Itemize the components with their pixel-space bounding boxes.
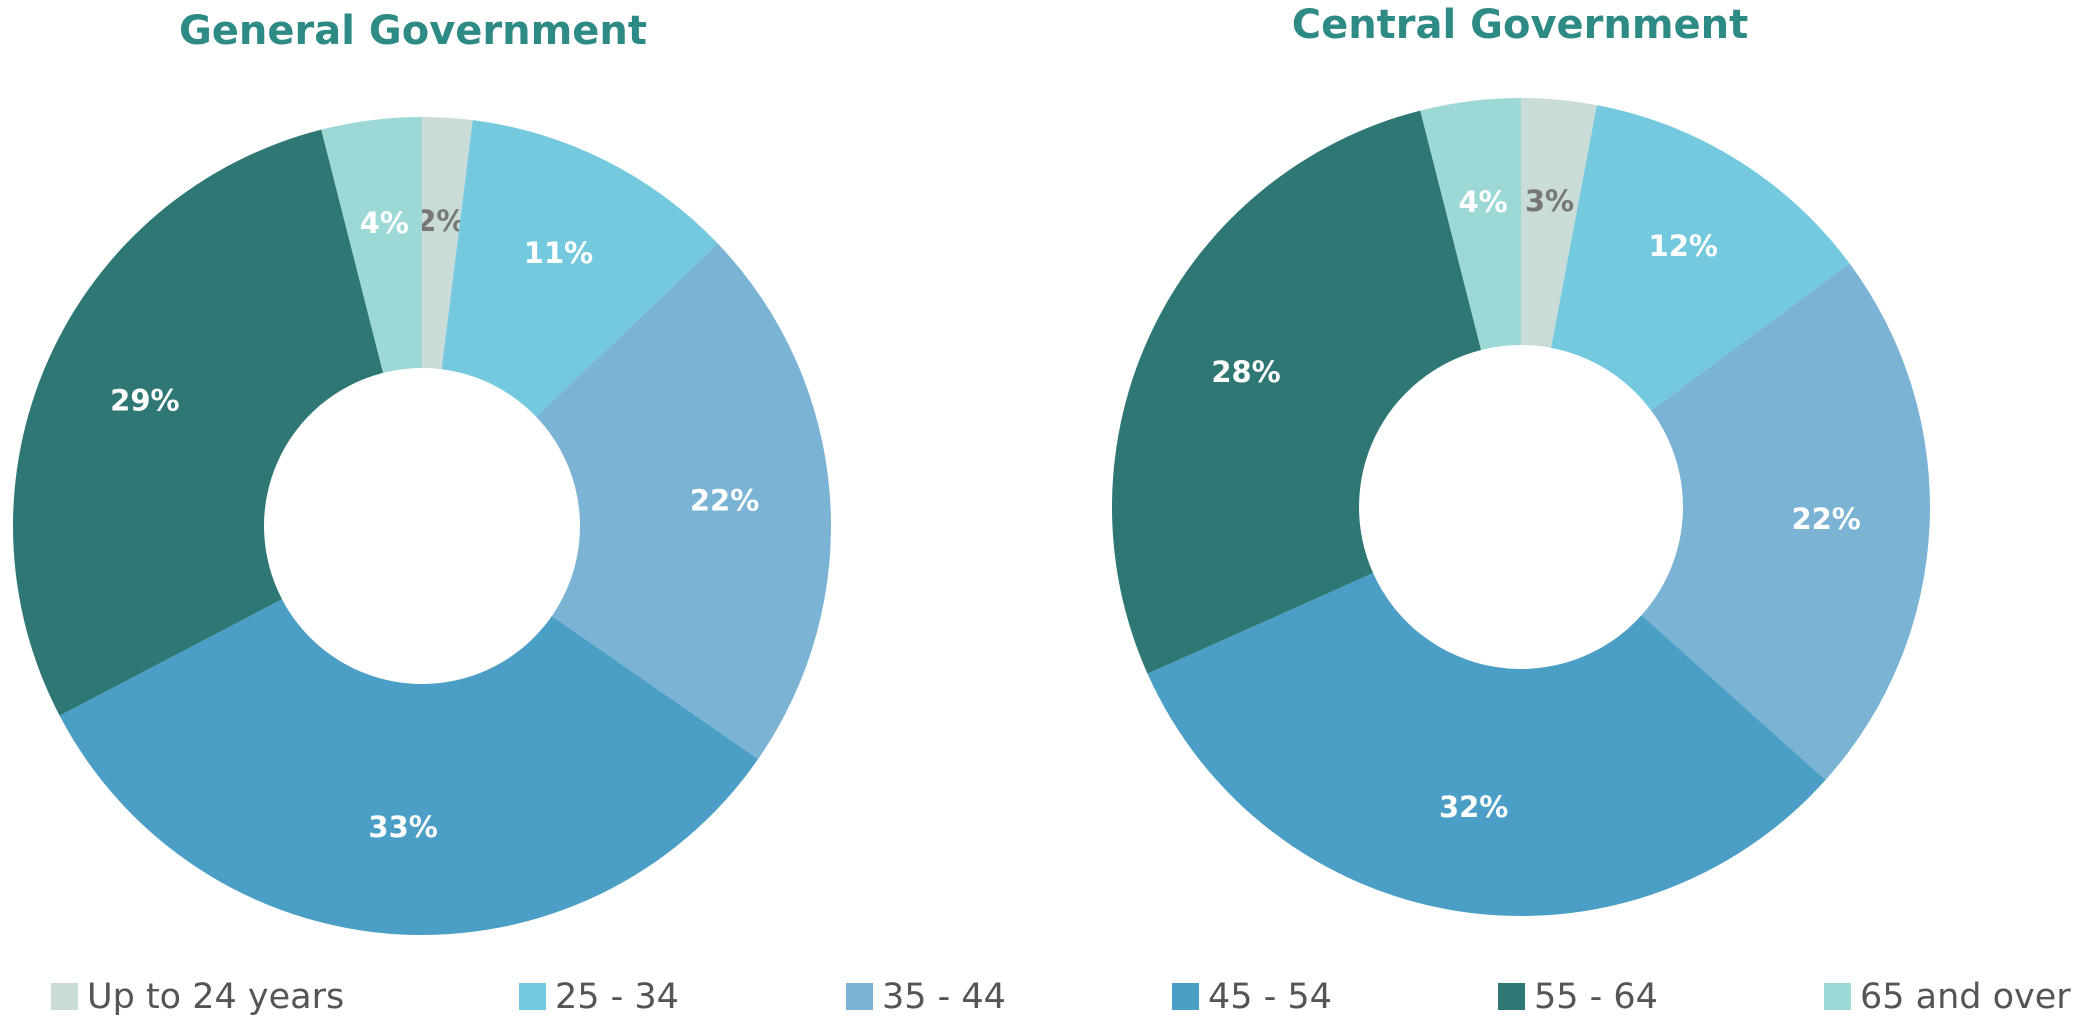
legend-label: 35 - 44 (882, 977, 1006, 1017)
data-label: 33% (368, 810, 437, 844)
legend-swatch (51, 983, 78, 1010)
legend-swatch (1498, 983, 1525, 1010)
legend-swatch (1824, 983, 1851, 1010)
legend-swatch (1172, 983, 1199, 1010)
donut-slice (1147, 573, 1826, 917)
donut-slice (1420, 98, 1521, 350)
legend-label: 65 and over (1860, 977, 2071, 1017)
data-label: 32% (1439, 790, 1508, 824)
chart-title: General Government (179, 8, 647, 54)
data-label: 12% (1649, 229, 1718, 263)
donut-slice (1521, 98, 1597, 348)
legend-swatch (519, 983, 546, 1010)
data-label: 29% (110, 383, 179, 417)
legend-label: 45 - 54 (1208, 977, 1332, 1017)
donut-slice (1112, 110, 1482, 674)
donut-slice (1551, 105, 1850, 411)
legend-label: 55 - 64 (1534, 977, 1658, 1017)
data-label: 3% (1525, 184, 1574, 218)
donut-slice (536, 243, 831, 760)
legend-label: Up to 24 years (87, 977, 344, 1017)
data-label: 4% (360, 206, 409, 240)
donut-slice (12, 129, 384, 716)
donut-slice (1641, 263, 1931, 781)
data-label: 11% (524, 236, 593, 270)
donut-slice (59, 599, 759, 936)
donut-slice (441, 120, 718, 417)
donut-slice (422, 117, 473, 370)
legend-label: 25 - 34 (555, 977, 679, 1017)
chart-title: Central Government (1292, 2, 1749, 48)
donut-slice (321, 117, 422, 373)
data-label: 28% (1211, 355, 1280, 389)
legend-swatch (846, 983, 873, 1010)
data-label: 22% (1791, 502, 1860, 536)
data-label: 2% (416, 204, 465, 238)
data-label: 4% (1458, 185, 1507, 219)
data-label: 22% (690, 483, 759, 517)
